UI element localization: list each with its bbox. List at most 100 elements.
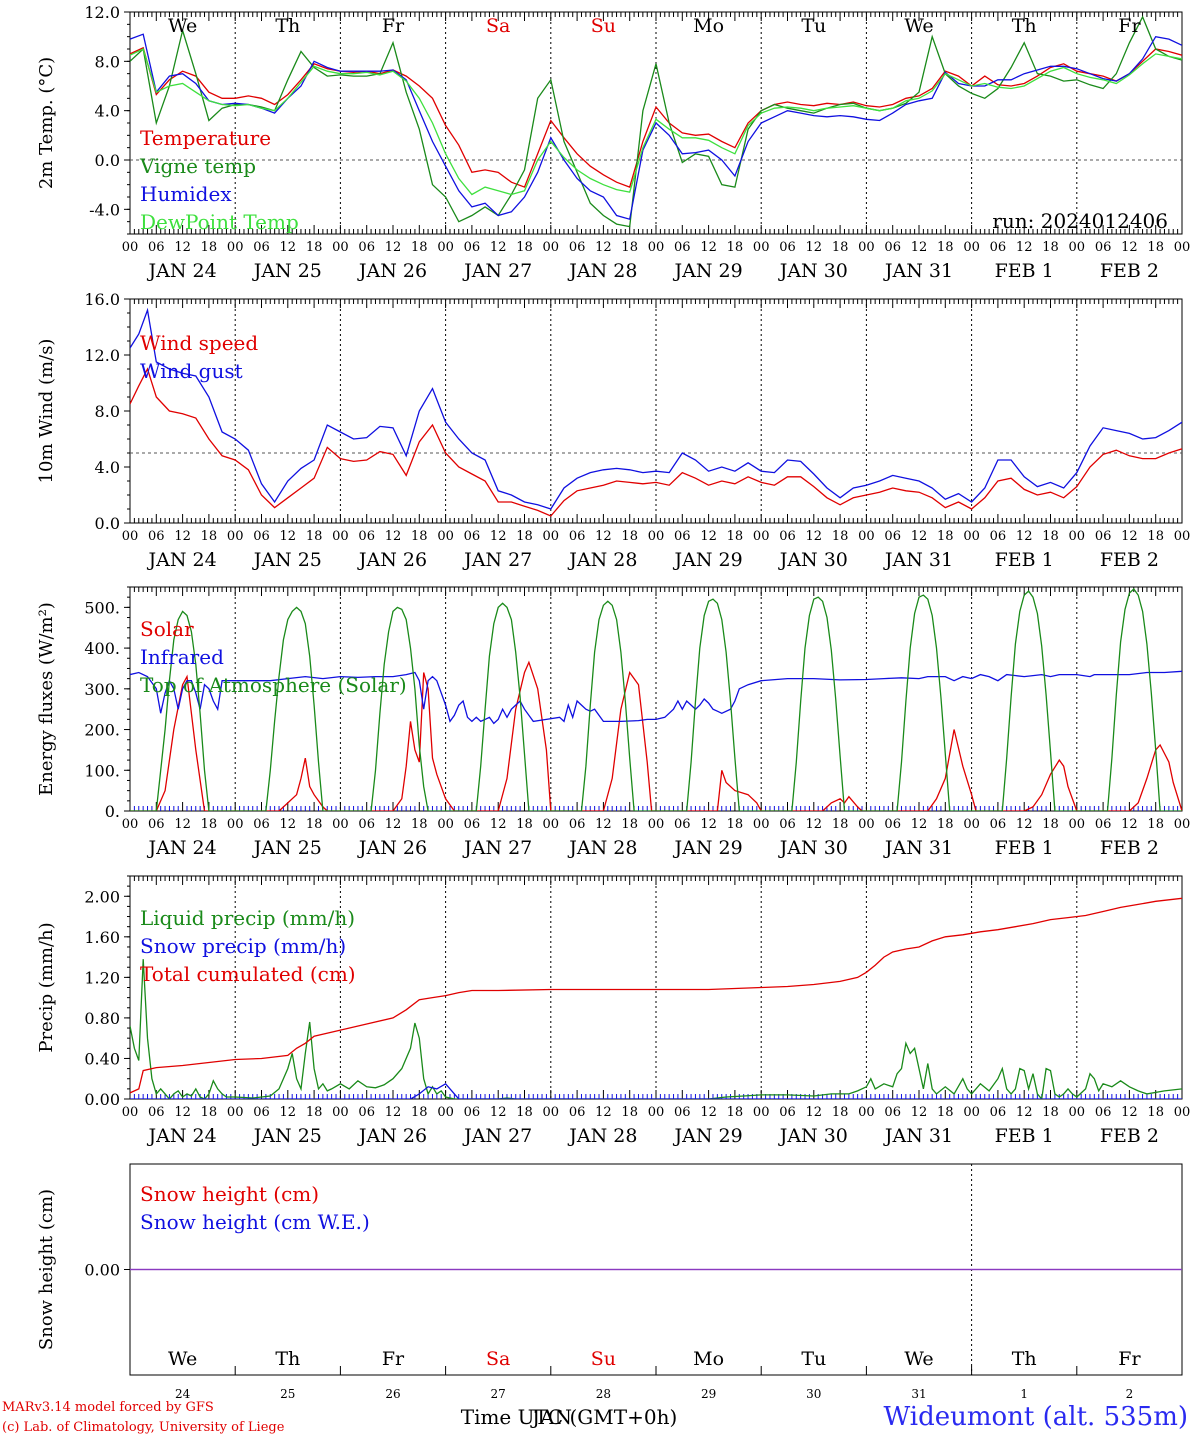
hour-label: 00 bbox=[543, 1105, 560, 1120]
hour-label: 06 bbox=[1095, 1105, 1112, 1120]
hour-label: 06 bbox=[884, 529, 901, 544]
hour-label: 12 bbox=[174, 1105, 191, 1120]
weekday-label-bottom: We bbox=[168, 1348, 197, 1370]
weekday-label-top: We bbox=[168, 15, 197, 37]
chart-panel-3: 0. 100. 200. 300. 400. 500. Energy fluxes (W/m… bbox=[36, 586, 1190, 859]
day-number-label: 2 bbox=[1126, 1387, 1134, 1401]
weekday-label-bottom: Sa bbox=[486, 1348, 510, 1370]
hour-label: 06 bbox=[464, 529, 481, 544]
x-axis-month-label: JAN bbox=[530, 1405, 572, 1429]
hour-label: 12 bbox=[595, 240, 612, 255]
hour-label: 06 bbox=[674, 529, 691, 544]
date-label: JAN 25 bbox=[252, 1125, 322, 1147]
date-label: FEB 1 bbox=[995, 1125, 1054, 1147]
hour-label: 00 bbox=[122, 529, 139, 544]
hour-label: 18 bbox=[1147, 1105, 1164, 1120]
hour-label: 18 bbox=[621, 817, 638, 832]
date-label: JAN 24 bbox=[147, 1125, 217, 1147]
hour-label: 06 bbox=[148, 240, 165, 255]
day-number-label: 1 bbox=[1020, 1387, 1028, 1401]
hour-label: 12 bbox=[700, 817, 717, 832]
hour-label: 00 bbox=[1069, 529, 1086, 544]
date-label: JAN 26 bbox=[357, 260, 427, 282]
y-tick-label: 8.0 bbox=[95, 402, 120, 421]
chart-panel-1: -4.0 0.0 4.0 8.0 12.0 2m Temp. (°C) Temperatur… bbox=[36, 3, 1190, 282]
hour-label: 00 bbox=[963, 240, 980, 255]
hour-label: 18 bbox=[306, 240, 323, 255]
hour-label: 00 bbox=[858, 529, 875, 544]
hour-label: 12 bbox=[911, 529, 928, 544]
model-credit: MARv3.14 model forced by GFS bbox=[2, 1400, 214, 1415]
hour-label: 12 bbox=[1121, 817, 1138, 832]
series-line-snow-precip-mm-h- bbox=[130, 1082, 1182, 1099]
date-label: JAN 31 bbox=[883, 837, 953, 859]
hour-label: 18 bbox=[937, 529, 954, 544]
weekday-label-top: Fr bbox=[1118, 15, 1141, 37]
date-label: JAN 29 bbox=[673, 837, 743, 859]
date-label: JAN 27 bbox=[462, 837, 532, 859]
date-label: JAN 24 bbox=[147, 837, 217, 859]
date-label: JAN 29 bbox=[673, 1125, 743, 1147]
y-tick-label: 100. bbox=[84, 761, 120, 780]
run-label: run: 2024012406 bbox=[992, 209, 1168, 233]
hour-label: 18 bbox=[306, 1105, 323, 1120]
date-label: JAN 24 bbox=[147, 260, 217, 282]
hour-label: 12 bbox=[700, 240, 717, 255]
weekday-label-bottom: Th bbox=[275, 1348, 300, 1370]
hour-label: 12 bbox=[1121, 1105, 1138, 1120]
y-tick-label: 12.0 bbox=[84, 3, 120, 22]
day-number-label: 29 bbox=[701, 1387, 716, 1401]
hour-label: 06 bbox=[358, 240, 375, 255]
hour-label: 18 bbox=[201, 817, 218, 832]
hour-label: 18 bbox=[1042, 240, 1059, 255]
y-tick-label: 1.20 bbox=[84, 968, 120, 987]
hour-label: 06 bbox=[253, 529, 270, 544]
hour-label: 12 bbox=[911, 817, 928, 832]
date-label: JAN 27 bbox=[462, 549, 532, 571]
x-axis-label: Time UTC (GMT+0h) bbox=[461, 1405, 678, 1429]
hour-label: 12 bbox=[911, 240, 928, 255]
hour-label: 12 bbox=[700, 529, 717, 544]
hour-label: 00 bbox=[122, 817, 139, 832]
hour-label: 18 bbox=[516, 817, 533, 832]
weekday-label-bottom: Su bbox=[591, 1348, 616, 1370]
series-line-total-cumulated-cm- bbox=[130, 897, 1182, 1094]
series-line-top-of-atmosphere-solar- bbox=[130, 588, 1182, 811]
date-label: FEB 2 bbox=[1100, 1125, 1159, 1147]
hour-label: 12 bbox=[911, 1105, 928, 1120]
hour-label: 00 bbox=[227, 240, 244, 255]
hour-label: 00 bbox=[1069, 240, 1086, 255]
hour-label: 12 bbox=[490, 529, 507, 544]
weekday-label-bottom: Fr bbox=[1118, 1348, 1141, 1370]
hour-label: 12 bbox=[280, 1105, 297, 1120]
weekday-label-top: Su bbox=[591, 15, 616, 37]
hour-label: 18 bbox=[201, 240, 218, 255]
hour-label: 06 bbox=[884, 817, 901, 832]
hour-label: 18 bbox=[832, 240, 849, 255]
date-label: FEB 1 bbox=[995, 837, 1054, 859]
legend-entry-1: Solar bbox=[140, 617, 194, 641]
hour-label: 12 bbox=[700, 1105, 717, 1120]
y-tick-label: 0.0 bbox=[95, 514, 120, 533]
hour-label: 12 bbox=[595, 817, 612, 832]
weekday-label-bottom: Tu bbox=[801, 1348, 826, 1370]
hour-label: 18 bbox=[411, 240, 428, 255]
hour-label: 12 bbox=[385, 529, 402, 544]
y-axis-label: Energy fluxes (W/m²) bbox=[36, 602, 57, 796]
chart-panel-4: 0.00 0.40 0.80 1.20 1.60 2.00 Precip (mm/h) Liq… bbox=[36, 875, 1190, 1147]
date-label: JAN 25 bbox=[252, 837, 322, 859]
hour-label: 18 bbox=[832, 529, 849, 544]
hour-label: 18 bbox=[201, 529, 218, 544]
hour-label: 06 bbox=[253, 240, 270, 255]
hour-label: 18 bbox=[516, 1105, 533, 1120]
hour-label: 06 bbox=[884, 1105, 901, 1120]
hour-label: 18 bbox=[937, 240, 954, 255]
hour-label: 12 bbox=[490, 240, 507, 255]
hour-label: 00 bbox=[227, 1105, 244, 1120]
hour-label: 00 bbox=[1069, 817, 1086, 832]
hour-label: 06 bbox=[569, 817, 586, 832]
day-number-label: 30 bbox=[806, 1387, 821, 1401]
hour-label: 12 bbox=[280, 529, 297, 544]
hour-label: 12 bbox=[385, 817, 402, 832]
weekday-label-bottom: Mo bbox=[693, 1348, 724, 1370]
